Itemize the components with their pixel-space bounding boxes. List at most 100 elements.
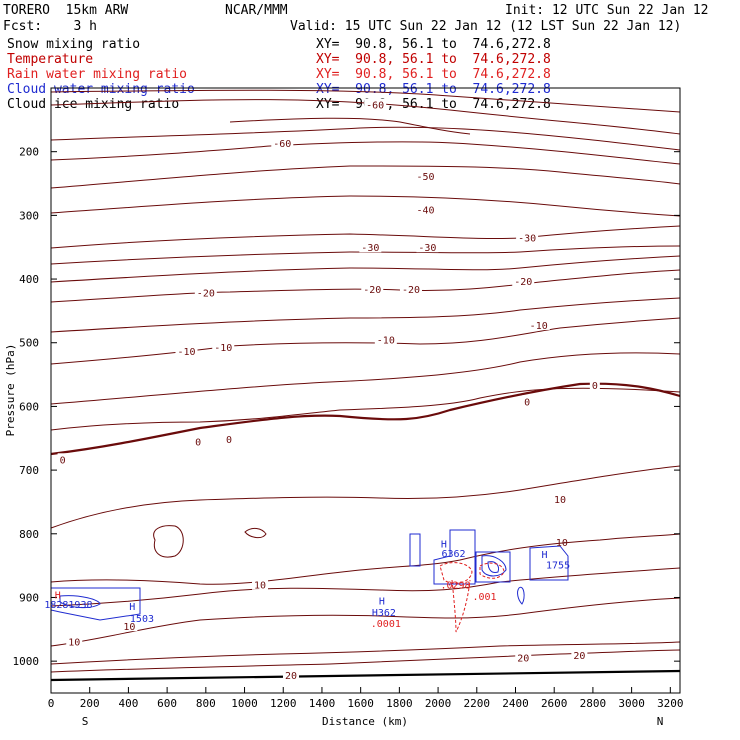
temperature-contour-label: -40 (416, 206, 434, 217)
temperature-label-background (512, 274, 535, 286)
temperature-label-background (399, 283, 422, 295)
isotherm-line (50, 195, 681, 217)
init-label: Init: 12 UTC Sun 22 Jan 12 (505, 3, 709, 18)
x-axis-north-label: N (657, 715, 664, 728)
isotherm-contours (50, 89, 681, 673)
x-tick-label: 400 (118, 697, 138, 710)
x-tick-label: 3000 (618, 697, 645, 710)
temperature-label-background (57, 453, 68, 465)
terrain-surface (50, 669, 681, 682)
isotherm-line (50, 297, 681, 333)
temperature-labels: -60 -60 -50 -40 -30 -30 -30 -20 -20 -20 -20 -10 -10 -… (57, 98, 600, 682)
temperature-contour-label: 0 (60, 455, 66, 466)
isotherm-line (50, 269, 681, 303)
x-axis-ticks: 0 200 400 600 800 1000 1200 1400 1600 1800 2000 220… (48, 687, 684, 710)
temperature-contour-label: 0 (524, 397, 530, 408)
temperature-contour-label: -30 (361, 243, 379, 254)
rain-line (439, 562, 473, 584)
y-tick-label: 800 (19, 528, 39, 541)
isotherm-line (50, 317, 681, 365)
temperature-contour-label: -60 (366, 101, 384, 112)
mixing-ratio-annotation: H (542, 550, 548, 561)
x-tick-label: 0 (48, 697, 55, 710)
x-tick-label: 1600 (347, 697, 374, 710)
temperature-label-background (121, 620, 138, 632)
rain-line (479, 562, 505, 579)
temperature-contour-label: -20 (363, 285, 381, 296)
cloud-water-line (481, 555, 507, 577)
field-xy-temperature: XY= 90.8, 56.1 to 74.6,272.8 (316, 52, 551, 67)
x-tick-label: 2800 (580, 697, 607, 710)
temperature-label-background (374, 333, 397, 345)
cloud-water-line (59, 595, 101, 609)
center-label: NCAR/MMM (225, 3, 288, 18)
mixing-ratio-annotation: H (441, 539, 447, 550)
x-tick-label: 800 (196, 697, 216, 710)
field-xy-snow: XY= 90.8, 56.1 to 74.6,272.8 (316, 37, 551, 52)
isotherm-line-zero (50, 382, 681, 456)
x-tick-label: 1800 (386, 697, 413, 710)
mixing-ratio-annotation: .001 (472, 592, 496, 603)
isotherm-line (50, 387, 681, 431)
model-title: TORERO 15km ARW (3, 3, 129, 18)
x-tick-label: 200 (80, 697, 100, 710)
temperature-contour-label: -10 (530, 321, 548, 332)
temperature-contour-label: 10 (554, 495, 566, 506)
mixing-ratio-annotation: .0001 (371, 619, 401, 630)
temperature-label-background (193, 435, 204, 447)
temperature-contour-label: -30 (418, 243, 436, 254)
plot-frame (50, 87, 681, 694)
isotherm-line (50, 89, 681, 113)
temperature-contour-label: -10 (377, 336, 395, 347)
temperature-label-background (414, 203, 437, 215)
x-tick-label: 2600 (541, 697, 568, 710)
cloud-water-line (475, 551, 511, 583)
temperature-contour-label: -50 (416, 172, 434, 183)
temperature-contour-label: 20 (285, 671, 297, 682)
x-axis-south-label: S (82, 715, 89, 728)
y-tick-label: 200 (19, 146, 39, 159)
temperature-label-background (522, 395, 533, 407)
mixing-ratio-annotation: 6362 (442, 549, 466, 560)
y-axis-label: Pressure (hPa) (4, 344, 17, 437)
temperature-label-background (414, 169, 437, 181)
x-tick-label: 2000 (425, 697, 452, 710)
y-tick-label: 400 (19, 273, 39, 286)
isotherm-line (50, 641, 681, 665)
x-tick-label: 2200 (464, 697, 491, 710)
mixing-ratio-annotation: 1755 (546, 560, 570, 571)
field-name-temperature: Temperature (7, 52, 94, 67)
temperature-contour-label: 0 (592, 381, 598, 392)
x-tick-label: 2400 (502, 697, 529, 710)
cloud-water-line (409, 533, 421, 567)
mixing-ratio-annotation: H (55, 590, 61, 601)
rain-contours (439, 562, 505, 633)
temperature-label-background (364, 98, 387, 110)
isotherm-line (50, 99, 681, 135)
mixing-ratio-annotations: H6362HH362.0001H1503H18281938.0298.001H1… (44, 538, 570, 630)
temperature-label-background (359, 241, 382, 253)
isotherm-line (50, 649, 681, 673)
temperature-label-background (252, 578, 269, 590)
isotherm-line (50, 567, 681, 607)
mixing-ratio-annotation: .0298 (440, 581, 470, 592)
x-axis-label: Distance (km) (322, 715, 408, 728)
temperature-contour-label: 10 (68, 637, 80, 648)
x-tick-label: 3200 (657, 697, 684, 710)
isotherm-line (153, 525, 184, 558)
temperature-contour-label: -20 (402, 285, 420, 296)
rain-line (451, 579, 471, 633)
temperature-contour-label: 20 (573, 651, 585, 662)
isotherm-line (244, 527, 267, 539)
temperature-contour-label: -60 (273, 139, 291, 150)
temperature-contour-label: -10 (214, 343, 232, 354)
mixing-ratio-annotation: H (379, 597, 385, 608)
isotherm-line (50, 245, 681, 265)
mixing-ratio-annotation: H362 (372, 608, 396, 619)
temperature-label-background (175, 345, 198, 357)
y-tick-label: 1000 (13, 655, 40, 668)
temperature-label-background (552, 492, 569, 504)
y-tick-label: 600 (19, 400, 39, 413)
